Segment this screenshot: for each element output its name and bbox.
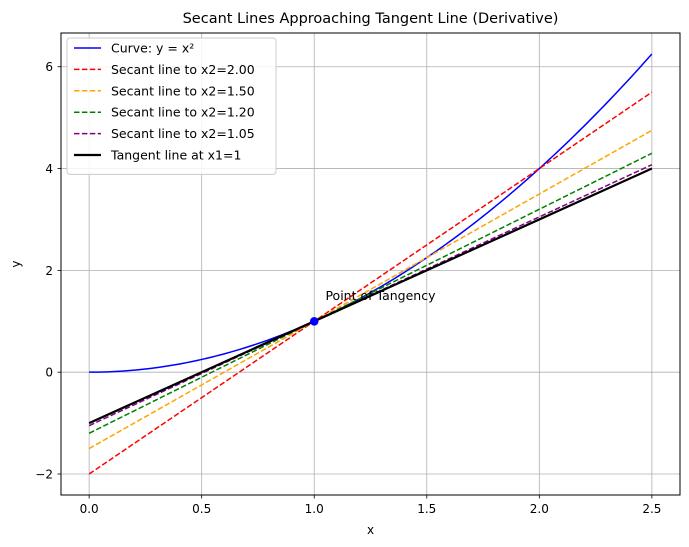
series-line-3 [88, 152, 653, 434]
chart-title: Secant Lines Approaching Tangent Line (D… [183, 11, 559, 27]
x-tick-label: 0.5 [192, 502, 211, 516]
plot-area [88, 53, 653, 475]
series-line-1 [88, 91, 653, 475]
x-tick-label: 1.5 [417, 502, 436, 516]
axes-frame [60, 32, 681, 496]
series-line-0 [89, 53, 653, 373]
legend-label-4: Secant line to x2=1.05 [111, 126, 255, 141]
series-line-5 [88, 167, 653, 425]
y-axis-label: y [9, 260, 23, 267]
legend-label-1: Secant line to x2=2.00 [111, 62, 255, 77]
x-tick-label: 2.5 [642, 502, 661, 516]
x-tick-label: 0.0 [80, 502, 99, 516]
axis-ticks: 0.0 0.5 1.0 1.5 2.0 2.5 −2 0 2 4 6 [35, 60, 661, 516]
y-tick-label: 4 [45, 162, 53, 176]
x-tick-label: 1.0 [305, 502, 324, 516]
legend-label-5: Tangent line at x1=1 [110, 148, 241, 163]
legend-label-0: Curve: y = x² [111, 41, 194, 56]
y-tick-label: 2 [45, 264, 53, 278]
y-tick-label: 6 [45, 60, 53, 74]
series-line-2 [88, 129, 653, 450]
legend-box [66, 37, 277, 175]
tangent-point-marker [309, 316, 319, 326]
annotation-point-of-tangency: Point of Tangency [325, 288, 436, 303]
y-tick-label: −2 [35, 468, 53, 482]
x-tick-label: 2.0 [530, 502, 549, 516]
legend: Curve: y = x² Secant line to x2=2.00 Secan… [66, 37, 277, 175]
legend-label-2: Secant line to x2=1.50 [111, 83, 255, 98]
legend-label-3: Secant line to x2=1.20 [111, 105, 255, 120]
y-tick-label: 0 [45, 366, 53, 380]
x-axis-label: x [367, 523, 374, 537]
